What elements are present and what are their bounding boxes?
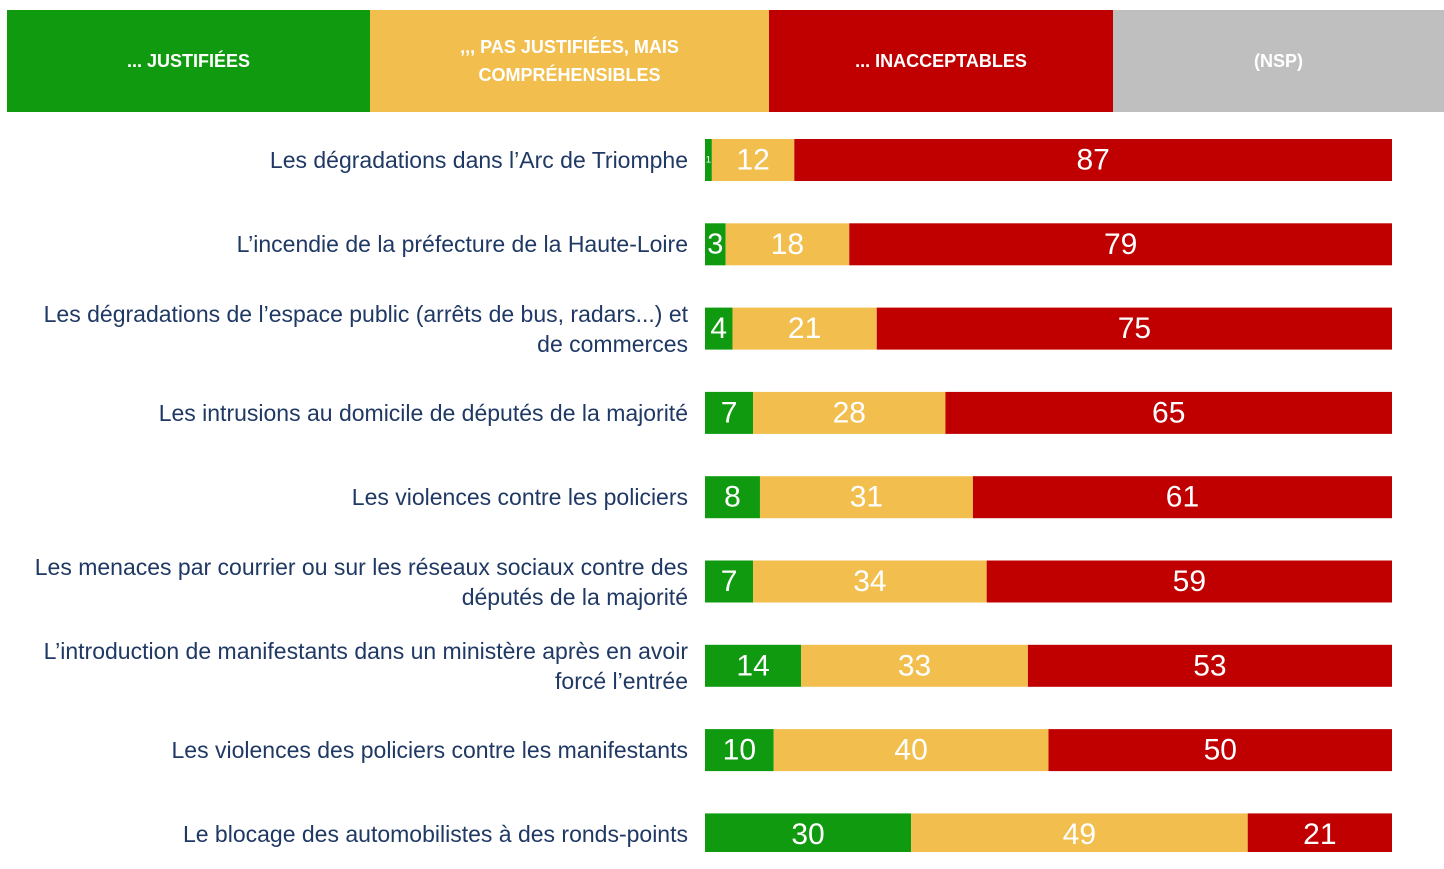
bar-segment [1048, 729, 1392, 772]
bar-segment [945, 391, 1392, 434]
bar-segment [773, 729, 1049, 772]
category-label: Les dégradations de l’espace public (arr… [43, 300, 688, 357]
bar-segment [794, 139, 1392, 181]
value-label: 3 [707, 228, 723, 260]
value-label: 59 [1173, 565, 1206, 598]
value-label: 40 [894, 734, 927, 767]
category-label: Les violences contre les policiers [351, 484, 688, 511]
category-label: L’incendie de la préfecture de la Haute-… [236, 231, 688, 258]
value-label: 34 [853, 565, 886, 598]
legend-entry: ... JUSTIFIÉES [7, 10, 370, 112]
value-label: 8 [724, 481, 741, 514]
value-label: 14 [736, 649, 769, 682]
value-label: 18 [771, 228, 804, 261]
bar-segment [801, 644, 1028, 687]
value-label: 50 [1204, 734, 1237, 767]
value-label: 1 [706, 155, 711, 166]
value-label: 7 [721, 396, 738, 429]
bar-segment [876, 307, 1392, 350]
legend-entry: (NSP) [1113, 10, 1444, 112]
bar-segment [705, 139, 712, 181]
value-label: 12 [736, 144, 769, 177]
bar-segment [705, 476, 760, 519]
bar-segment [759, 476, 973, 519]
value-label: 61 [1166, 481, 1199, 514]
value-label: 30 [791, 818, 824, 851]
value-label: 21 [788, 312, 821, 345]
bar-segment [1027, 644, 1392, 687]
value-label: 31 [850, 481, 883, 514]
bar-segment [732, 307, 877, 350]
bar-segment [705, 813, 912, 852]
bar-segment [705, 644, 802, 687]
category-label: L’introduction de manifestants dans un m… [43, 637, 688, 694]
value-label: 65 [1152, 396, 1185, 429]
bar-segment [705, 307, 733, 350]
bar-segment [849, 223, 1392, 266]
value-label: 28 [833, 396, 866, 429]
category-label: Les menaces par courrier ou sur les rése… [34, 553, 688, 610]
bar-segment [705, 729, 774, 772]
value-label: 75 [1118, 312, 1151, 345]
value-label: 33 [898, 649, 931, 682]
value-label: 49 [1063, 818, 1096, 851]
category-label: Les intrusions au domicile de députés de… [158, 399, 688, 426]
value-label: 21 [1303, 818, 1336, 851]
legend-entry: ... INACCEPTABLES [769, 10, 1113, 112]
bar-segment [753, 560, 987, 603]
bar-segment [705, 560, 754, 603]
bar-segment [711, 139, 795, 181]
value-label: 87 [1076, 144, 1109, 177]
bar-segment [986, 560, 1392, 603]
legend-entry: ,,, PAS JUSTIFIÉES, MAIS COMPRÉHENSIBLES [370, 10, 769, 112]
category-label: Les dégradations dans l’Arc de Triomphe [269, 147, 688, 173]
bar-segment [725, 223, 850, 266]
bar-segment [1247, 813, 1392, 852]
value-label: 10 [723, 734, 756, 767]
value-label: 79 [1104, 228, 1137, 261]
value-label: 53 [1193, 649, 1226, 682]
value-label: 4 [710, 312, 727, 345]
bar-segment [911, 813, 1248, 852]
bar-segment [705, 391, 754, 434]
value-label: 7 [721, 565, 738, 598]
category-label: Les violences des policiers contre les m… [171, 737, 688, 764]
bar-segment [753, 391, 946, 434]
bar-segment [972, 476, 1392, 519]
bar-segment [705, 223, 726, 266]
category-label: Le blocage des automobilistes à des rond… [182, 821, 688, 848]
